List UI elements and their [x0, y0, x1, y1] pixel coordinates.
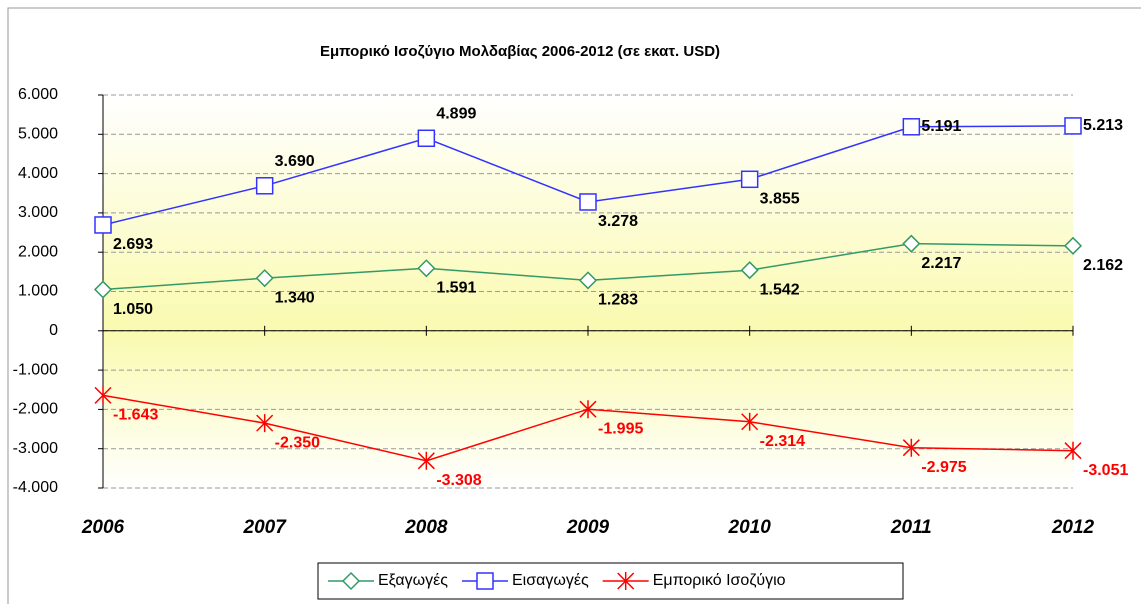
y-tick-label: 6.000	[18, 86, 58, 103]
point	[255, 269, 274, 288]
y-tick-label: -3.000	[13, 440, 58, 457]
point	[578, 271, 598, 290]
x-tick-label: 2007	[243, 517, 288, 538]
point	[94, 386, 112, 405]
data-label: 2.693	[113, 236, 153, 253]
point	[902, 438, 920, 457]
x-tick-label: 2012	[1051, 517, 1095, 538]
y-tick-label: 2.000	[18, 243, 58, 260]
data-label: -1.643	[113, 407, 158, 424]
data-label: 2.162	[1083, 257, 1123, 274]
chart-title: Εμπορικό Ισοζύγιο Μολδαβίας 2006-2012 (σ…	[320, 43, 720, 60]
data-label: -2.975	[921, 459, 966, 476]
x-tick-label: 2009	[566, 517, 610, 538]
point	[579, 400, 597, 419]
data-label: -2.314	[760, 433, 805, 450]
x-tick-label: 2008	[404, 517, 448, 538]
point	[902, 234, 921, 253]
data-label: 2.217	[921, 255, 961, 272]
x-tick-label: 2010	[728, 517, 772, 538]
point	[476, 572, 494, 590]
point	[94, 216, 112, 234]
data-label: -1.995	[598, 420, 643, 437]
data-label: 3.855	[760, 191, 800, 208]
point	[1064, 441, 1082, 460]
data-label: -3.308	[436, 472, 481, 489]
y-tick-label: 0	[49, 322, 58, 339]
data-label: 3.690	[275, 153, 315, 170]
data-label: 1.591	[436, 279, 476, 296]
data-label: -3.051	[1083, 462, 1128, 479]
legend-label: Εξαγωγές	[378, 572, 448, 589]
y-tick-label: -4.000	[13, 479, 58, 496]
data-label: 1.542	[760, 281, 800, 298]
data-label: 1.050	[113, 301, 153, 318]
data-label: 5.213	[1083, 117, 1123, 134]
point	[417, 129, 436, 148]
point	[256, 414, 274, 433]
data-label: 1.340	[275, 289, 315, 306]
data-label: 1.283	[598, 292, 638, 309]
point	[740, 261, 759, 280]
point	[341, 571, 361, 591]
point	[740, 170, 759, 189]
y-tick-label: -2.000	[13, 401, 58, 418]
data-label: 3.278	[598, 213, 638, 230]
x-tick-label: 2011	[890, 517, 932, 538]
point	[417, 259, 436, 278]
point	[417, 451, 435, 470]
x-tick-label: 2006	[81, 517, 125, 538]
y-tick-label: -1.000	[13, 361, 58, 378]
point	[1064, 117, 1082, 135]
point	[1063, 236, 1083, 255]
legend-label: Εμπορικό Ισοζύγιο	[653, 572, 786, 589]
data-label: 5.191	[921, 118, 961, 135]
data-label: 4.899	[436, 105, 476, 122]
legend-label: Εισαγωγές	[512, 572, 589, 589]
point	[255, 177, 274, 195]
point	[741, 412, 759, 431]
y-tick-label: 3.000	[18, 204, 58, 221]
y-tick-label: 1.000	[18, 283, 58, 300]
y-tick-label: 4.000	[18, 165, 58, 182]
point	[579, 193, 597, 211]
y-tick-label: 5.000	[18, 126, 58, 143]
point	[617, 572, 635, 590]
point	[902, 118, 921, 136]
data-label: -2.350	[275, 434, 320, 451]
point	[93, 280, 113, 299]
